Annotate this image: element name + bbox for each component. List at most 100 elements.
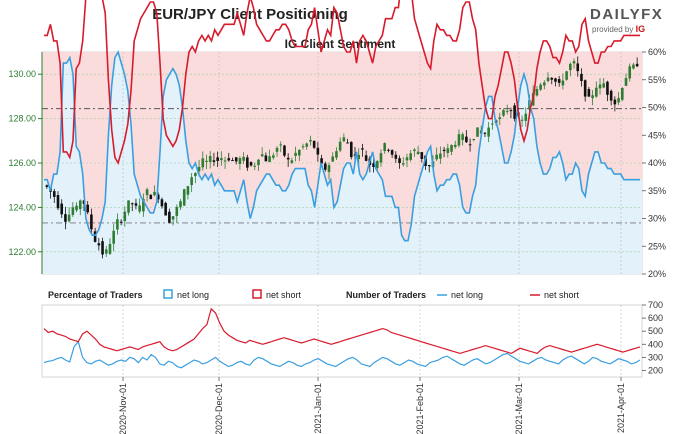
candle-body bbox=[413, 149, 416, 152]
candle-body bbox=[116, 219, 119, 230]
candle-body bbox=[316, 147, 320, 155]
candle-body bbox=[427, 165, 431, 167]
candle-body bbox=[264, 155, 268, 162]
price-axis: 122.00 124.00 126.00 128.00 130.00 bbox=[8, 52, 43, 274]
candle-body bbox=[104, 249, 108, 254]
date-tick-label: 2021-Apr-01 bbox=[616, 383, 626, 433]
candle-body bbox=[268, 156, 271, 163]
percent-tick-label: 40% bbox=[648, 158, 666, 168]
candle-body bbox=[160, 199, 164, 207]
candle-body bbox=[461, 134, 464, 140]
date-tick-label: 2020-Nov-01 bbox=[118, 383, 128, 434]
net-short-line bbox=[44, 0, 640, 166]
legend-pct-long: net long bbox=[177, 290, 209, 300]
candle-body bbox=[231, 160, 234, 162]
candle-body bbox=[442, 149, 446, 152]
price-tick-label: 130.00 bbox=[8, 69, 36, 79]
candle-body bbox=[112, 230, 115, 244]
candle-body bbox=[561, 80, 565, 86]
candle-body bbox=[409, 153, 412, 160]
candle-body bbox=[323, 163, 327, 170]
candle-body bbox=[305, 143, 309, 147]
candle-body bbox=[554, 78, 557, 82]
candle-body bbox=[346, 142, 349, 144]
candle-body bbox=[620, 88, 624, 100]
dailyfx-logo: DAILYFX bbox=[590, 6, 664, 23]
candle-body bbox=[524, 113, 528, 121]
candle-body bbox=[190, 177, 193, 186]
candle-body bbox=[468, 144, 472, 146]
lower-gridlines bbox=[122, 305, 622, 377]
price-tick-label: 128.00 bbox=[8, 114, 36, 124]
candle-body bbox=[498, 117, 502, 120]
percent-tick-label: 30% bbox=[648, 214, 666, 224]
percent-tick-label: 55% bbox=[648, 75, 666, 85]
candle-body bbox=[439, 153, 442, 159]
candle-body bbox=[75, 205, 78, 211]
candle-body bbox=[97, 243, 101, 246]
candle-body bbox=[353, 154, 357, 156]
candle-body bbox=[450, 145, 453, 152]
candle-body bbox=[64, 214, 67, 222]
candle-body bbox=[491, 123, 494, 125]
candle-body bbox=[617, 98, 620, 103]
candle-body bbox=[220, 158, 223, 161]
percent-tick-label: 35% bbox=[648, 186, 666, 196]
candle-body bbox=[175, 207, 179, 216]
candle-body bbox=[227, 158, 231, 161]
panel-gridlines bbox=[42, 52, 642, 274]
candle-body bbox=[164, 202, 167, 216]
candle-body bbox=[197, 166, 201, 172]
date-tick-label: 2021-Mar-01 bbox=[514, 383, 524, 434]
candle-body bbox=[338, 141, 342, 151]
candle-body bbox=[505, 110, 509, 112]
candle-body bbox=[279, 144, 283, 146]
candle-body bbox=[212, 160, 216, 162]
candle-body bbox=[246, 157, 249, 168]
candle-body bbox=[119, 221, 123, 223]
date-tick-label: 2021-Jan-01 bbox=[313, 383, 323, 434]
num-long-line bbox=[43, 340, 641, 369]
ig-brand: IG bbox=[635, 24, 646, 34]
candle-body bbox=[298, 149, 301, 156]
legend: Percentage of Traders net long net short… bbox=[48, 289, 580, 300]
sentiment-panel: 122.00 124.00 126.00 128.00 130.00 20% 25% 30%… bbox=[8, 0, 666, 279]
candle-body bbox=[394, 154, 398, 159]
percent-tick-label: 50% bbox=[648, 103, 666, 113]
candle-body bbox=[446, 148, 450, 153]
net-short-area bbox=[42, 52, 642, 241]
candle-body bbox=[383, 143, 386, 152]
candle-body bbox=[78, 200, 82, 210]
traders-tick-label: 300 bbox=[648, 352, 663, 362]
candle-body bbox=[234, 157, 238, 162]
candle-body bbox=[543, 82, 546, 86]
candle-body bbox=[67, 214, 71, 222]
candle-body bbox=[557, 79, 561, 83]
candle-body bbox=[145, 189, 149, 196]
candle-body bbox=[90, 214, 93, 230]
legend-percentage-title: Percentage of Traders bbox=[48, 290, 143, 300]
candle-body bbox=[387, 149, 390, 151]
candle-body bbox=[416, 151, 420, 155]
candle-body bbox=[130, 203, 134, 205]
candle-body bbox=[583, 80, 587, 97]
candle-body bbox=[294, 152, 297, 156]
percent-axis: 20% 25% 30% 35% 40% 45% 50% 55% 60% bbox=[642, 47, 666, 279]
candle-body bbox=[71, 207, 75, 215]
legend-short-swatch bbox=[252, 289, 262, 299]
candle-body bbox=[550, 77, 554, 80]
candle-body bbox=[576, 63, 580, 72]
traders-panel: 200 300 400 500 600 700 2020-Nov-01 2020-Dec-0… bbox=[41, 300, 663, 434]
candle-body bbox=[598, 84, 602, 89]
candle-body bbox=[52, 191, 56, 197]
candle-body bbox=[238, 158, 242, 164]
candle-body bbox=[539, 84, 542, 90]
candle-body bbox=[153, 191, 156, 196]
candle-body bbox=[572, 61, 576, 64]
candle-body bbox=[249, 162, 253, 166]
candle-body bbox=[509, 110, 513, 112]
candle-body bbox=[45, 185, 49, 187]
candle-body bbox=[628, 66, 632, 79]
candle-body bbox=[86, 204, 89, 213]
